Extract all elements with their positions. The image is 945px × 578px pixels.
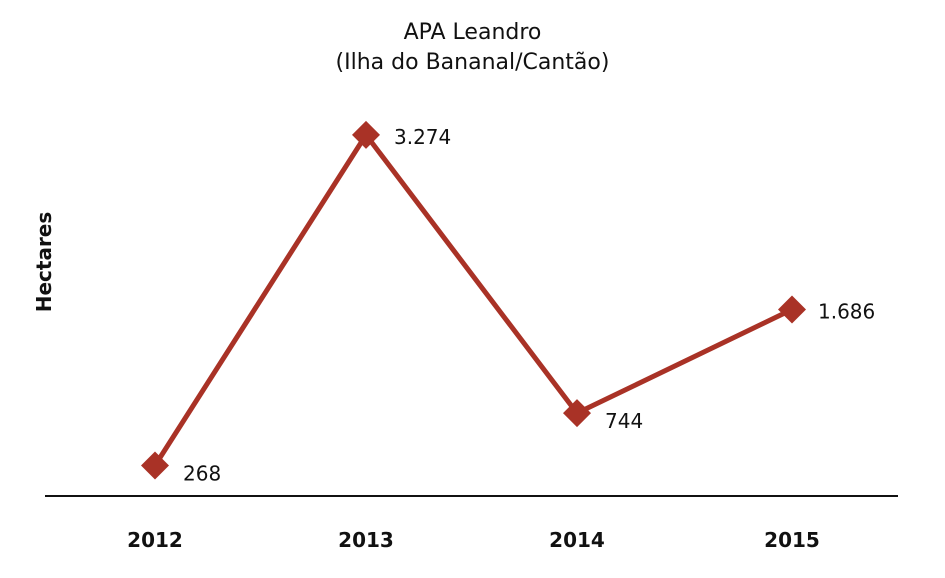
chart-title-line-2: (Ilha do Bananal/Cantão) [335,50,610,75]
data-point-marker [778,295,806,324]
x-tick-label: 2014 [549,528,605,552]
data-label: 3.274 [394,125,451,149]
chart-title-line-1: APA Leandro [403,20,542,45]
series-line [152,130,794,467]
data-point-marker [141,451,169,480]
x-tick-label: 2015 [764,528,820,552]
data-point-marker [352,120,380,149]
data-label: 1.686 [818,300,875,324]
data-point-marker [563,399,591,428]
x-tick-label: 2012 [127,528,183,552]
x-tick-label: 2013 [338,528,394,552]
chart-title: APA Leandro (Ilha do Bananal/Cantão) [0,18,945,78]
data-label: 268 [183,462,221,486]
data-label: 744 [605,409,643,433]
